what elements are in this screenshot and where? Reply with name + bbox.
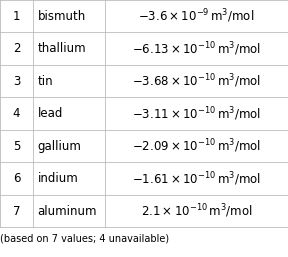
Text: (based on 7 values; 4 unavailable): (based on 7 values; 4 unavailable) bbox=[0, 234, 169, 244]
Text: $-6.13\times10^{-10}\,\mathrm{m^3/mol}$: $-6.13\times10^{-10}\,\mathrm{m^3/mol}$ bbox=[132, 40, 261, 58]
Text: 3: 3 bbox=[13, 75, 20, 88]
Text: $-1.61\times10^{-10}\,\mathrm{m^3/mol}$: $-1.61\times10^{-10}\,\mathrm{m^3/mol}$ bbox=[132, 170, 261, 188]
Text: $-2.09\times10^{-10}\,\mathrm{m^3/mol}$: $-2.09\times10^{-10}\,\mathrm{m^3/mol}$ bbox=[132, 137, 261, 155]
Text: 6: 6 bbox=[13, 172, 20, 185]
Text: 2: 2 bbox=[13, 42, 20, 55]
Text: 4: 4 bbox=[13, 107, 20, 120]
Text: gallium: gallium bbox=[37, 140, 81, 153]
Text: thallium: thallium bbox=[37, 42, 86, 55]
Text: bismuth: bismuth bbox=[37, 10, 86, 23]
Text: 5: 5 bbox=[13, 140, 20, 153]
Text: $-3.6\times10^{-9}\,\mathrm{m^3/mol}$: $-3.6\times10^{-9}\,\mathrm{m^3/mol}$ bbox=[138, 7, 255, 25]
Text: 7: 7 bbox=[13, 205, 20, 218]
Text: tin: tin bbox=[37, 75, 53, 88]
Text: 1: 1 bbox=[13, 10, 20, 23]
Text: $-3.68\times10^{-10}\,\mathrm{m^3/mol}$: $-3.68\times10^{-10}\,\mathrm{m^3/mol}$ bbox=[132, 72, 261, 90]
Text: aluminum: aluminum bbox=[37, 205, 97, 218]
Text: lead: lead bbox=[37, 107, 63, 120]
Text: $-3.11\times10^{-10}\,\mathrm{m^3/mol}$: $-3.11\times10^{-10}\,\mathrm{m^3/mol}$ bbox=[132, 105, 261, 123]
Text: $2.1\times10^{-10}\,\mathrm{m^3/mol}$: $2.1\times10^{-10}\,\mathrm{m^3/mol}$ bbox=[141, 203, 253, 220]
Text: indium: indium bbox=[37, 172, 78, 185]
